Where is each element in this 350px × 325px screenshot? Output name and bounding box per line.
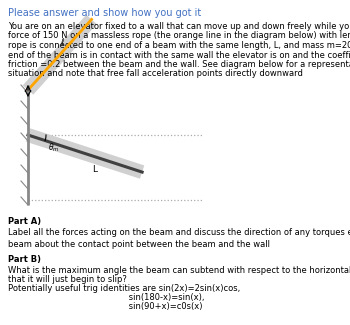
Text: sin(180-x)=sin(x),: sin(180-x)=sin(x), bbox=[8, 293, 204, 302]
Text: Part A): Part A) bbox=[8, 217, 41, 226]
Text: Label all the forces acting on the beam and discuss the direction of any torques: Label all the forces acting on the beam … bbox=[8, 228, 350, 249]
Text: You are on an elevator fixed to a wall that can move up and down freely while yo: You are on an elevator fixed to a wall t… bbox=[8, 22, 350, 31]
Text: What is the maximum angle the beam can subtend with respect to the horizontal θ_: What is the maximum angle the beam can s… bbox=[8, 266, 350, 275]
Text: L: L bbox=[92, 164, 97, 174]
Text: friction =0.2 between the beam and the wall. See diagram below for a representat: friction =0.2 between the beam and the w… bbox=[8, 60, 350, 69]
Text: Please answer and show how you got it: Please answer and show how you got it bbox=[8, 8, 201, 18]
Text: end of the beam is in contact with the same wall the elevator is on and the coef: end of the beam is in contact with the s… bbox=[8, 50, 350, 59]
Text: force of 150 N on a massless rope (the orange line in the diagram below) with le: force of 150 N on a massless rope (the o… bbox=[8, 32, 350, 41]
Polygon shape bbox=[23, 15, 97, 95]
Text: $\ell$: $\ell$ bbox=[60, 36, 65, 47]
Text: that it will just begin to slip?: that it will just begin to slip? bbox=[8, 275, 127, 284]
Text: Potentially useful trig identities are sin(2x)=2sin(x)cos,: Potentially useful trig identities are s… bbox=[8, 284, 240, 293]
Text: Part B): Part B) bbox=[8, 255, 41, 264]
Text: situation and note that free fall acceleration points directly downward: situation and note that free fall accele… bbox=[8, 70, 303, 79]
Polygon shape bbox=[26, 128, 144, 179]
Text: rope is connected to one end of a beam with the same length, L, and mass m=20 kg: rope is connected to one end of a beam w… bbox=[8, 41, 350, 50]
Text: $\theta_m$: $\theta_m$ bbox=[48, 141, 60, 153]
Text: sin(90+x)=c0s(x): sin(90+x)=c0s(x) bbox=[8, 302, 203, 311]
